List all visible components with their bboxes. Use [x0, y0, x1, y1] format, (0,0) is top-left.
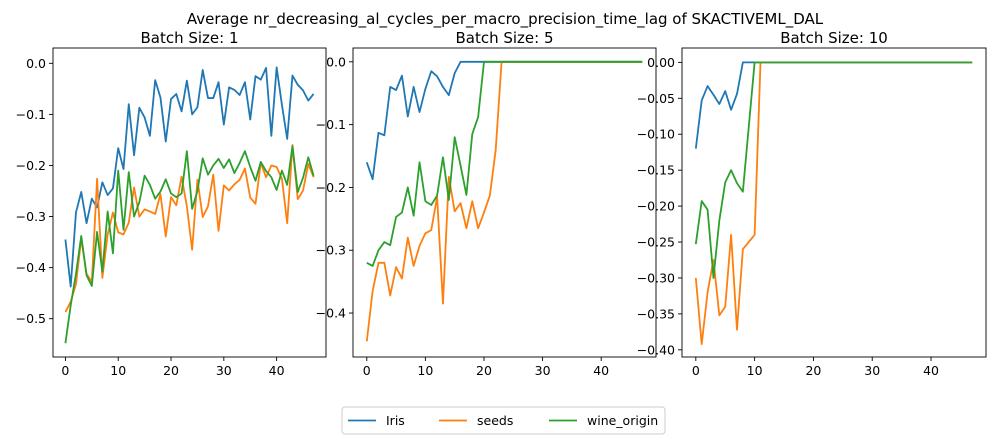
- x-tick-label: 40: [269, 363, 285, 378]
- x-tick-label: 20: [163, 363, 179, 378]
- x-tick-label: 20: [476, 363, 492, 378]
- y-tick-label: −0.5: [16, 311, 46, 326]
- y-tick-label: −0.15: [637, 163, 675, 178]
- y-tick-label: −0.1: [316, 117, 346, 132]
- series-line-iris: [365, 60, 643, 181]
- legend-label-wine-origin: wine_origin: [587, 413, 658, 428]
- y-tick-label: −0.05: [637, 91, 675, 106]
- series-line-iris: [64, 66, 315, 288]
- panel-title: Batch Size: 10: [780, 29, 888, 47]
- series-line-seeds: [64, 144, 315, 313]
- x-tick-label: 0: [363, 363, 371, 378]
- y-tick-label: −0.4: [316, 306, 346, 321]
- y-tick-label: −0.10: [637, 127, 675, 142]
- axes-frame: [681, 47, 987, 358]
- y-tick-label: −0.35: [637, 306, 675, 321]
- x-tick-label: 30: [535, 363, 551, 378]
- y-tick-label: −0.20: [637, 199, 675, 214]
- panel-title: Batch Size: 5: [455, 29, 553, 47]
- y-tick-label: −0.3: [316, 243, 346, 258]
- panel-title: Batch Size: 1: [140, 29, 238, 47]
- panel-2: Batch Size: 5 0 10 20 30 40 −0.4 −0.3 −0.2 −0.1 0.…: [316, 29, 657, 378]
- series-line-wine-origin: [64, 145, 315, 344]
- y-tick-label: −0.30: [637, 270, 675, 285]
- series-line-iris: [694, 61, 973, 149]
- axes-frame: [352, 47, 657, 358]
- panel-1: Batch Size: 1 0 10 20 30 40 −0.5 −0.4 −0.3 −0.2 −0…: [16, 29, 327, 378]
- series-line-seeds: [694, 61, 973, 345]
- x-tick-label: 40: [593, 363, 609, 378]
- x-tick-label: 20: [805, 363, 821, 378]
- y-tick-label: −0.3: [16, 209, 46, 224]
- x-tick-label: 0: [692, 363, 700, 378]
- x-tick-label: 0: [61, 363, 69, 378]
- legend-label-iris: Iris: [386, 413, 405, 428]
- x-tick-label: 10: [110, 363, 126, 378]
- y-tick-label: −0.2: [16, 158, 46, 173]
- legend-label-seeds: seeds: [477, 413, 513, 428]
- x-tick-label: 10: [747, 363, 763, 378]
- panel-3: Batch Size: 10 0 10 20 30 40 −0.40 −0.35 −0.30 −0…: [637, 29, 987, 378]
- y-tick-label: −0.2: [316, 180, 346, 195]
- y-tick-label: −0.1: [16, 107, 46, 122]
- axes-frame: [52, 47, 327, 358]
- y-tick-label: −0.40: [637, 342, 675, 357]
- y-tick-label: 0.0: [326, 54, 346, 69]
- x-tick-label: 10: [417, 363, 433, 378]
- y-tick-label: −0.25: [637, 235, 675, 250]
- series-line-seeds: [365, 60, 643, 342]
- series-line-wine-origin: [366, 60, 643, 267]
- legend: Iris seeds wine_origin: [341, 406, 666, 435]
- legend-frame: [341, 406, 666, 435]
- panels: Batch Size: 10 10 20 30 40−0.5−0.4−0.3−0.2−0…: [16, 29, 987, 378]
- y-tick-label: 0.00: [647, 55, 675, 70]
- y-tick-label: −0.4: [16, 260, 46, 275]
- x-tick-label: 30: [216, 363, 232, 378]
- x-tick-label: 30: [864, 363, 880, 378]
- series-line-wine-origin: [694, 61, 973, 279]
- x-tick-label: 40: [923, 363, 939, 378]
- figure-suptitle: Average nr_decreasing_al_cycles_per_macr…: [187, 10, 824, 29]
- y-tick-label: 0.0: [26, 56, 46, 71]
